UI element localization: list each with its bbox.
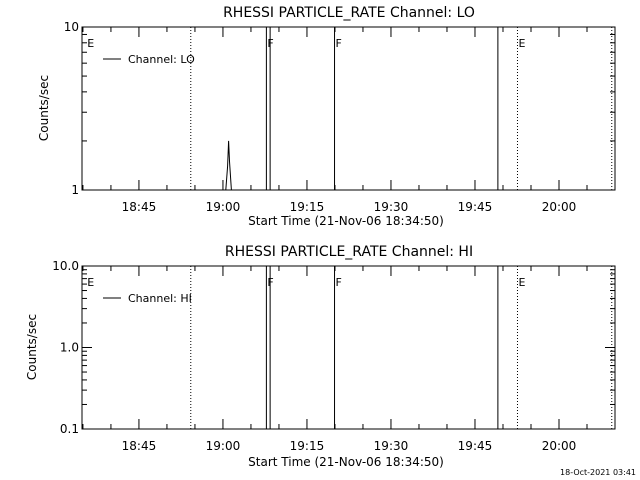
legend: Channel: HI [103,292,192,305]
legend-label: Channel: LO [128,53,195,66]
plot-title: RHESSI PARTICLE_RATE Channel: LO [223,5,475,21]
y-tick-label: 1 [71,183,79,197]
x-tick-label: 20:00 [542,439,577,453]
x-tick-label: 20:00 [542,200,577,214]
plot-panel-lo: RHESSI PARTICLE_RATE Channel: LO EFFE 11… [37,5,616,228]
x-tick-label: 19:45 [458,439,493,453]
x-axis: 18:45 19:00 19:15 19:30 19:45 20:00 [82,27,616,214]
y-tick-label: 10.0 [52,259,79,273]
event-marker-label: F [336,37,342,50]
y-axis-label: Counts/sec [37,75,51,141]
plot-frame [81,26,616,191]
event-marker-label: F [336,276,342,289]
y-axis: 1 10 [64,20,615,197]
event-marker-label: E [87,276,94,289]
timestamp-label: 18-Oct-2021 03:41 [560,468,636,477]
x-tick-label: 19:00 [206,200,241,214]
event-marker-label: E [87,37,94,50]
event-marker-label: E [518,37,525,50]
x-tick-label: 19:45 [458,200,493,214]
event-markers: EFFE [87,27,613,190]
x-tick-label: 19:30 [374,439,409,453]
y-axis-label: Counts/sec [25,314,39,380]
x-axis-label: Start Time (21-Nov-06 18:34:50) [248,455,444,469]
series-line [225,140,232,191]
y-tick-label: 0.1 [60,422,79,436]
event-markers: EFFE [87,266,613,429]
x-tick-label: 19:00 [206,439,241,453]
x-tick-label: 19:30 [374,200,409,214]
y-tick-label: 1.0 [60,341,79,355]
x-axis-label: Start Time (21-Nov-06 18:34:50) [248,214,444,228]
event-marker-label: E [518,276,525,289]
x-axis: 18:45 19:00 19:15 19:30 19:45 20:00 [82,266,616,453]
x-tick-label: 18:45 [122,439,157,453]
plot-title: RHESSI PARTICLE_RATE Channel: HI [225,244,473,260]
x-tick-label: 19:15 [290,200,325,214]
plot-panel-hi: RHESSI PARTICLE_RATE Channel: HI EFFE 0.… [25,244,616,469]
y-axis: 0.1 1.0 10.0 [52,259,615,436]
y-tick-label: 10 [64,20,79,34]
x-tick-label: 19:15 [290,439,325,453]
x-tick-label: 18:45 [122,200,157,214]
legend-label: Channel: HI [128,292,192,305]
series-layer [225,140,232,191]
legend: Channel: LO [103,53,195,66]
